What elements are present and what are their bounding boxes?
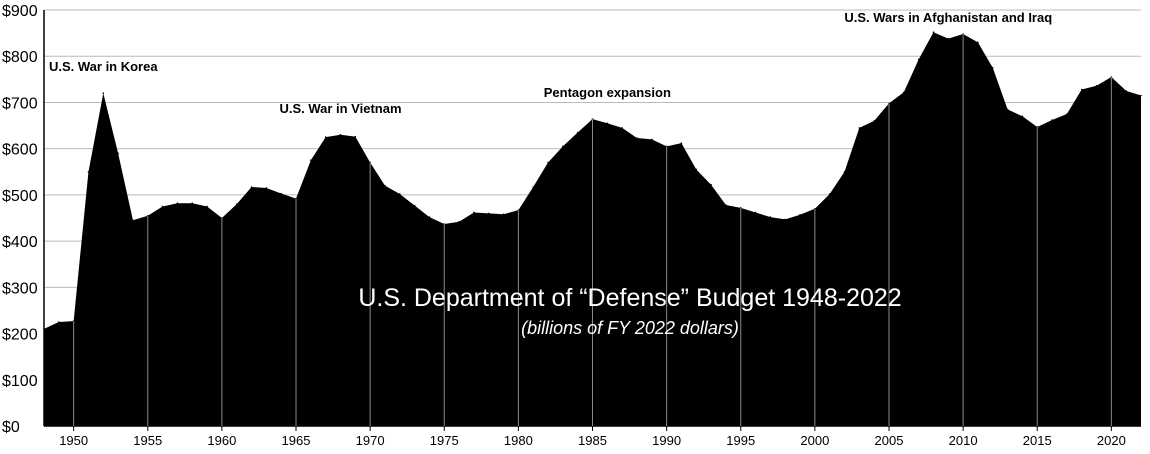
data-point-2012 [991,66,994,69]
event-annotations: U.S. War in Korea U.S. War in Vietnam Pent… [49,10,1052,116]
x-tick-label-2015: 2015 [1023,433,1052,448]
x-axis-tick-labels: 1950 1955 1960 1965 1970 1975 1980 1985 1990 1995… [59,433,1126,448]
y-tick-label-0: $0 [2,419,20,436]
data-point-1996 [754,211,757,214]
data-point-1986 [606,122,609,125]
data-point-1987 [621,127,623,129]
chart-subtitle: (billions of FY 2022 dollars) [521,318,739,338]
data-point-1974 [428,216,431,218]
data-point-1992 [695,168,698,171]
annotation-3: U.S. Wars in Afghanistan and Iraq [844,10,1052,25]
annotation-2: Pentagon expansion [544,85,671,100]
data-point-1961 [235,203,238,205]
data-point-2001 [828,193,831,195]
data-point-2008 [932,31,935,33]
year-marker-lines [43,10,1141,431]
data-point-1962 [250,186,253,188]
data-point-1972 [398,193,401,195]
data-point-1989 [651,138,653,141]
x-tick-label-2000: 2000 [800,433,829,448]
data-point-2009 [947,37,950,40]
data-point-1979 [502,213,505,216]
x-tick-label-1990: 1990 [652,433,681,448]
data-point-1969 [354,135,357,138]
annotation-0: U.S. War in Korea [49,59,158,74]
data-point-2014 [1021,115,1024,118]
data-point-2006 [903,91,905,94]
data-point-1988 [636,137,638,139]
data-point-2011 [977,41,979,44]
x-tick-label-1985: 1985 [578,433,607,448]
data-point-1982 [547,161,549,164]
data-point-1959 [206,205,208,208]
data-point-2021 [1125,90,1127,92]
x-tick-label-2020: 2020 [1097,433,1126,448]
y-tick-label-300: $300 [2,280,38,297]
data-point-1993 [710,183,712,186]
y-tick-label-500: $500 [2,188,38,205]
data-point-2004 [873,120,875,122]
data-point-2016 [1051,119,1053,121]
data-point-2018 [1080,88,1083,91]
data-point-1951 [87,170,90,173]
data-point-2022 [1140,94,1142,97]
data-point-1976 [458,220,460,223]
x-tick-label-1980: 1980 [504,433,533,448]
data-point-1957 [176,202,179,205]
data-point-2003 [858,127,861,129]
data-point-1949 [58,321,60,323]
x-tick-label-2005: 2005 [875,433,904,448]
data-point-1954 [132,219,134,222]
data-point-1983 [562,145,564,148]
x-tick-label-1970: 1970 [356,433,385,448]
data-point-1997 [769,216,772,218]
data-point-1956 [161,205,164,208]
data-point-1952 [102,92,105,94]
y-tick-label-400: $400 [2,234,38,251]
x-tick-label-1955: 1955 [133,433,162,448]
x-tick-label-1995: 1995 [726,433,755,448]
data-point-1963 [265,187,268,189]
annotation-1: U.S. War in Vietnam [279,101,401,116]
x-tick-label-1965: 1965 [282,433,311,448]
data-point-1994 [725,204,727,206]
data-point-1967 [324,136,327,138]
y-axis-tick-labels: $0 $100 $200 $300 $400 $500 $600 $700 $800 $900 [2,3,38,436]
data-point-1958 [191,202,194,205]
y-tick-label-700: $700 [2,95,38,112]
y-tick-label-200: $200 [2,327,38,344]
data-point-1991 [680,142,683,144]
data-point-2002 [843,170,846,173]
x-tick-label-1975: 1975 [430,433,459,448]
data-point-2007 [917,58,920,61]
y-tick-label-600: $600 [2,142,38,159]
data-point-1978 [487,212,490,215]
data-point-1966 [310,159,312,162]
chart-title: U.S. Department of “Defense” Budget 1948… [358,284,901,312]
data-point-1999 [799,213,801,216]
data-point-1971 [384,184,386,187]
data-point-2013 [1006,108,1009,111]
data-point-1984 [576,131,579,134]
x-tick-label-1960: 1960 [207,433,236,448]
data-point-2017 [1066,113,1068,115]
data-point-2019 [1095,85,1098,87]
y-tick-label-800: $800 [2,49,38,66]
x-tick-label-1950: 1950 [59,433,88,448]
x-tick-label-2010: 2010 [949,433,978,448]
data-point-1998 [784,218,787,221]
data-point-1977 [473,211,475,214]
data-point-1973 [413,204,416,207]
y-tick-label-100: $100 [2,373,38,390]
data-point-1964 [280,192,282,195]
data-point-1953 [117,152,119,155]
data-point-1981 [532,186,534,188]
y-tick-label-900: $900 [2,3,38,20]
data-point-1968 [339,134,342,136]
